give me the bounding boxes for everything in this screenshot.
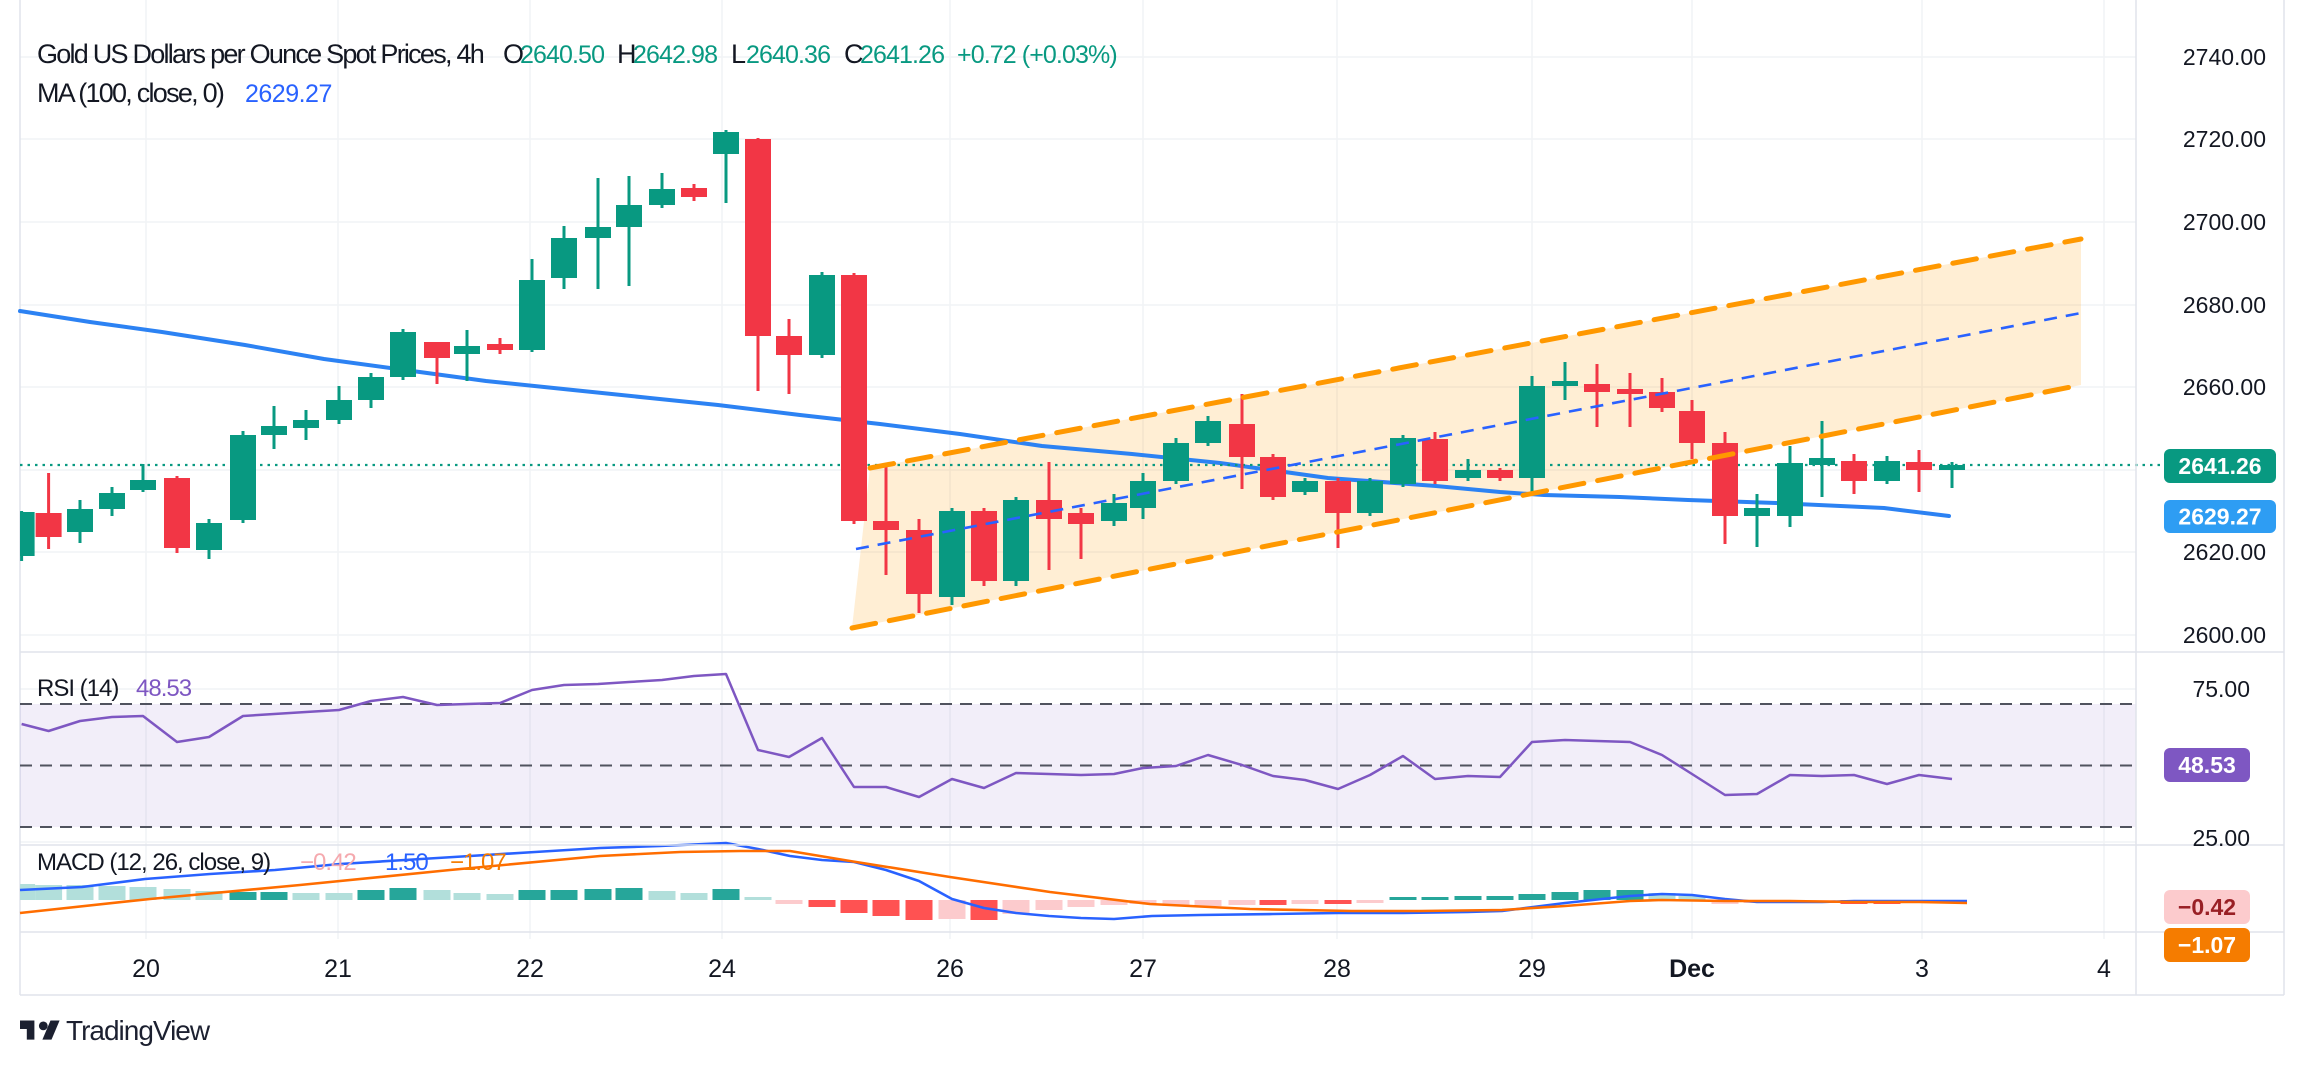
svg-text:TradingView: TradingView	[66, 1015, 211, 1046]
svg-text:MA (100, close, 0)2629.27: MA (100, close, 0) 2629.27	[37, 78, 332, 108]
svg-text:28: 28	[1323, 955, 1351, 983]
svg-text:2720.00: 2720.00	[2183, 126, 2266, 152]
svg-text:26: 26	[936, 955, 964, 983]
svg-text:3: 3	[1915, 955, 1929, 983]
svg-text:2629.27: 2629.27	[2178, 504, 2261, 530]
svg-text:2641.26: 2641.26	[2178, 453, 2261, 479]
svg-text:Gold US Dollars per Ounce Spot: Gold US Dollars per Ounce Spot Prices, 4…	[37, 39, 484, 69]
svg-text:4: 4	[2097, 955, 2111, 983]
svg-text:2620.00: 2620.00	[2183, 539, 2266, 565]
svg-text:−1.07: −1.07	[2178, 932, 2236, 958]
svg-text:−0.42: −0.42	[2178, 894, 2236, 920]
svg-text:Dec: Dec	[1669, 955, 1715, 983]
svg-text:27: 27	[1129, 955, 1157, 983]
svg-text:2680.00: 2680.00	[2183, 292, 2266, 318]
svg-text:2600.00: 2600.00	[2183, 622, 2266, 648]
svg-text:2740.00: 2740.00	[2183, 44, 2266, 70]
svg-text:75.00: 75.00	[2192, 676, 2250, 702]
svg-text:20: 20	[132, 955, 160, 983]
svg-text:24: 24	[708, 955, 736, 983]
svg-text:48.53: 48.53	[2178, 752, 2236, 778]
svg-text:29: 29	[1518, 955, 1546, 983]
svg-text:RSI (14)48.53: RSI (14) 48.53	[37, 675, 192, 702]
svg-text:21: 21	[324, 955, 352, 983]
svg-text:2660.00: 2660.00	[2183, 374, 2266, 400]
svg-text:2700.00: 2700.00	[2183, 209, 2266, 235]
svg-text:25.00: 25.00	[2192, 825, 2250, 851]
svg-text:22: 22	[516, 955, 544, 983]
